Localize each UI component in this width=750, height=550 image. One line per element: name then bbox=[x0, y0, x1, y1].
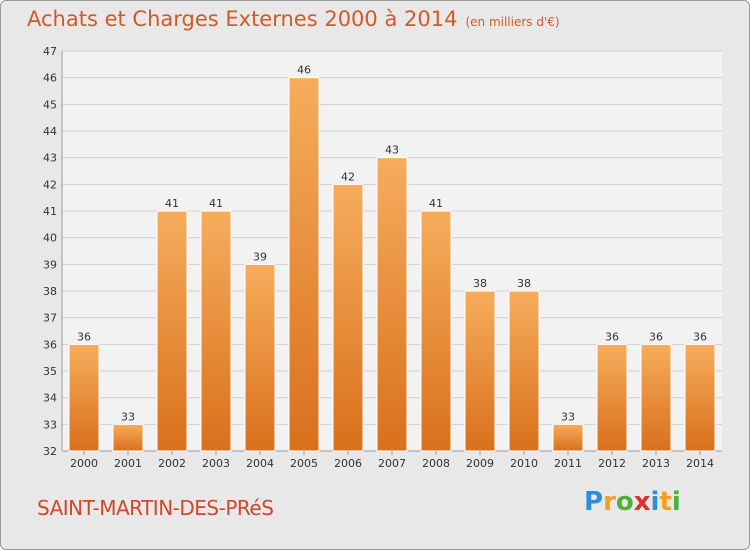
bar-value-label: 33 bbox=[121, 410, 135, 423]
y-tick-label: 43 bbox=[43, 152, 57, 165]
x-tick-label: 2010 bbox=[510, 457, 538, 470]
brand-logo[interactable]: Proxiti bbox=[584, 487, 681, 517]
bar-value-label: 36 bbox=[649, 330, 663, 343]
bar bbox=[420, 210, 452, 452]
y-tick-label: 39 bbox=[43, 258, 57, 271]
bar-value-label: 38 bbox=[473, 277, 487, 290]
bar bbox=[684, 343, 716, 452]
y-tick-label: 37 bbox=[43, 312, 57, 325]
y-tick-label: 38 bbox=[43, 285, 57, 298]
y-tick-label: 32 bbox=[43, 445, 57, 458]
x-tick-label: 2014 bbox=[686, 457, 714, 470]
bar bbox=[288, 77, 320, 452]
bar-value-label: 36 bbox=[77, 330, 91, 343]
brand-letter: r bbox=[603, 487, 616, 517]
city-name: SAINT-MARTIN-DES-PRéS bbox=[37, 496, 274, 520]
bar-value-label: 38 bbox=[517, 277, 531, 290]
y-tick-label: 34 bbox=[43, 392, 57, 405]
x-tick-label: 2000 bbox=[70, 457, 98, 470]
brand-letter: P bbox=[584, 487, 604, 517]
bar bbox=[200, 210, 232, 452]
brand-letter: i bbox=[671, 487, 681, 517]
y-tick-label: 45 bbox=[43, 98, 57, 111]
bar bbox=[68, 343, 100, 452]
x-axis: 2000 2001 2002 2003 2004 2005 2006 2007 2008 2009… bbox=[70, 451, 714, 470]
bar bbox=[596, 343, 628, 452]
bar bbox=[508, 290, 540, 452]
bar-value-label: 42 bbox=[341, 170, 355, 183]
x-tick-label: 2012 bbox=[598, 457, 626, 470]
bar bbox=[244, 263, 276, 452]
bar bbox=[552, 423, 584, 452]
chart-title-text: Achats et Charges Externes 2000 à 2014 bbox=[27, 7, 458, 31]
y-tick-label: 42 bbox=[43, 178, 57, 191]
bar-value-label: 41 bbox=[165, 197, 179, 210]
y-tick-label: 35 bbox=[43, 365, 57, 378]
bar-value-label: 46 bbox=[297, 64, 311, 77]
x-tick-label: 2003 bbox=[202, 457, 230, 470]
bar-value-label: 33 bbox=[561, 410, 575, 423]
bar bbox=[156, 210, 188, 452]
bar bbox=[464, 290, 496, 452]
x-tick-label: 2001 bbox=[114, 457, 142, 470]
y-tick-label: 33 bbox=[43, 418, 57, 431]
bar bbox=[376, 157, 408, 452]
x-tick-label: 2006 bbox=[334, 457, 362, 470]
bar-value-label: 43 bbox=[385, 144, 399, 157]
x-tick-label: 2008 bbox=[422, 457, 450, 470]
y-tick-label: 36 bbox=[43, 338, 57, 351]
bar bbox=[112, 423, 144, 452]
bars: 36 33 41 41 39 46 42 43 41 38 38 33 36 36 36 bbox=[68, 64, 716, 452]
chart-title: Achats et Charges Externes 2000 à 2014 (e… bbox=[27, 7, 560, 31]
bar-value-label: 41 bbox=[209, 197, 223, 210]
y-tick-label: 47 bbox=[43, 45, 57, 58]
bar-value-label: 36 bbox=[693, 330, 707, 343]
brand-letter: t bbox=[659, 487, 672, 517]
bar bbox=[332, 183, 364, 452]
bar-value-label: 36 bbox=[605, 330, 619, 343]
x-tick-label: 2005 bbox=[290, 457, 318, 470]
y-tick-label: 46 bbox=[43, 72, 57, 85]
x-tick-label: 2007 bbox=[378, 457, 406, 470]
brand-letter: o bbox=[615, 487, 634, 517]
unit-note: (en milliers d'€) bbox=[465, 15, 560, 29]
bar-value-label: 41 bbox=[429, 197, 443, 210]
bar-value-label: 39 bbox=[253, 250, 267, 263]
brand-letter: x bbox=[633, 487, 651, 517]
bar bbox=[640, 343, 672, 452]
brand-letter: i bbox=[650, 487, 660, 517]
x-tick-label: 2009 bbox=[466, 457, 494, 470]
x-tick-label: 2013 bbox=[642, 457, 670, 470]
x-tick-label: 2011 bbox=[554, 457, 582, 470]
x-tick-label: 2004 bbox=[246, 457, 274, 470]
y-tick-label: 41 bbox=[43, 205, 57, 218]
y-tick-label: 44 bbox=[43, 125, 57, 138]
x-tick-label: 2002 bbox=[158, 457, 186, 470]
y-tick-label: 40 bbox=[43, 232, 57, 245]
